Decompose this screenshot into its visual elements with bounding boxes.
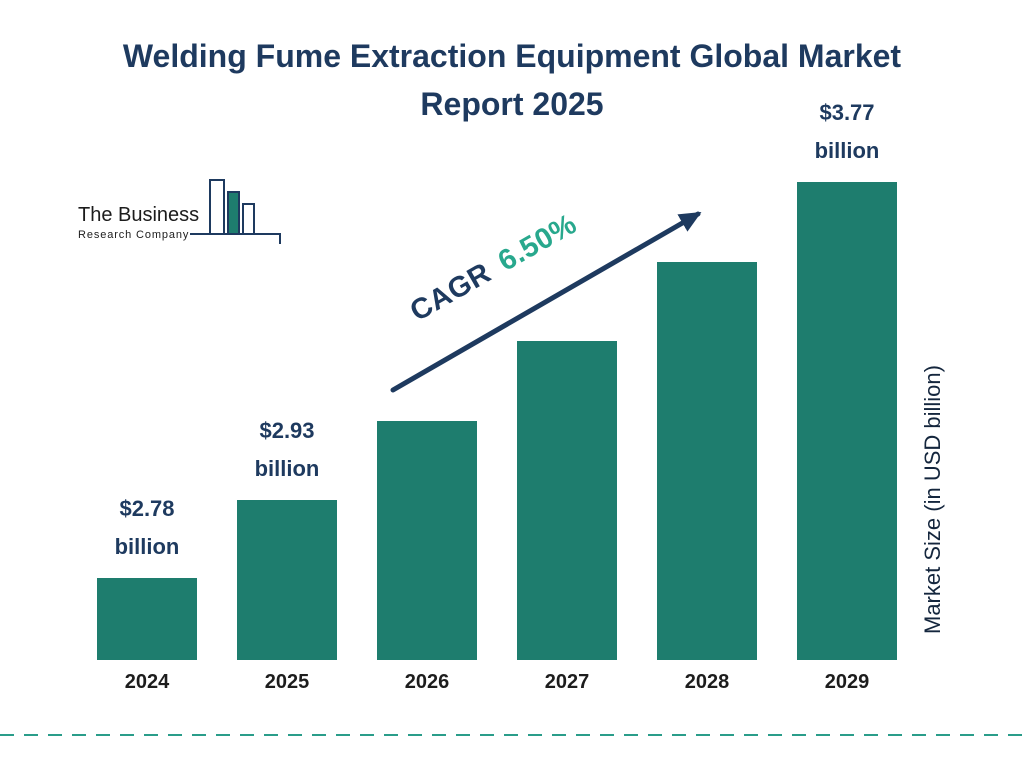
bar-group-2026: 2026	[377, 0, 477, 768]
x-tick-2026: 2026	[404, 671, 450, 693]
bar-2024	[97, 578, 197, 660]
x-tick-2024: 2024	[124, 671, 170, 693]
x-tick-2025: 2025	[264, 671, 310, 693]
x-tick-2027: 2027	[544, 671, 590, 693]
logo-company-subtitle: Research Company	[78, 229, 190, 241]
bar-2028	[657, 262, 757, 660]
bar-group-2024: 2024 $2.78 billion	[97, 0, 197, 768]
value-label-2029: $3.77 billion	[814, 100, 880, 163]
bar-group-2025: 2025 $2.93 billion	[237, 0, 337, 768]
y-axis-label: Market Size (in USD billion)	[920, 365, 945, 635]
bar-group-2029: 2029 $3.77 billion	[797, 0, 897, 768]
value-label-2025: $2.93 billion	[254, 418, 320, 481]
bar-group-2027: 2027	[517, 0, 617, 768]
logo-company-name: The Business	[78, 204, 200, 226]
bar-2025	[237, 500, 337, 660]
x-tick-2029: 2029	[824, 671, 870, 693]
page-title: Welding Fume Extraction Equipment Global…	[122, 38, 902, 122]
company-logo: The Business Research Company	[78, 204, 199, 241]
bottom-dashed-divider	[0, 734, 1024, 736]
value-label-2024: $2.78 billion	[114, 496, 180, 559]
bar-2027	[517, 341, 617, 660]
x-tick-2028: 2028	[684, 671, 730, 693]
bar-2029	[797, 182, 897, 660]
bar-group-2028: 2028	[657, 0, 757, 768]
logo-bar-chart-icon	[190, 179, 281, 244]
bar-2026	[377, 421, 477, 660]
